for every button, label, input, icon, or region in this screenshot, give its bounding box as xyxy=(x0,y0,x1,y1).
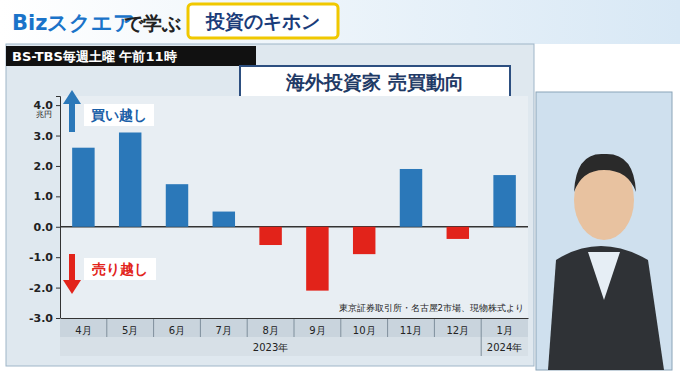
y-tick-label: -2.0 xyxy=(29,282,53,295)
bar xyxy=(72,148,94,227)
buy-arrow-shaft xyxy=(69,102,75,132)
y-axis-title: 兆円 xyxy=(36,110,52,119)
y-tick-label: -3.0 xyxy=(29,312,53,325)
annotation: 買い越し xyxy=(90,107,147,123)
y-tick: -3.0 xyxy=(29,312,60,325)
bars xyxy=(72,132,516,290)
x-tick: 12月 xyxy=(446,318,469,336)
category-separator xyxy=(481,318,482,337)
bar xyxy=(353,227,375,254)
category-separator xyxy=(434,318,435,337)
schedule-text: BS-TBS毎週土曜 午前11時 xyxy=(12,49,177,64)
chart-root: Bizスクエアで学ぶ 投資のキホン BS-TBS毎週土曜 午前11時海外投資家 売買… xyxy=(0,0,680,382)
y-tick-mark xyxy=(56,105,60,106)
group-separator xyxy=(481,337,482,356)
x-tick: 8月 xyxy=(262,318,278,336)
y-tick: 3.0 xyxy=(34,130,61,143)
x-tick: 6月 xyxy=(169,318,185,336)
bar xyxy=(400,169,422,227)
bar xyxy=(259,227,281,245)
y-tick-mark xyxy=(56,196,60,197)
y-tick-label: -1.0 xyxy=(29,251,53,264)
bar xyxy=(306,227,328,291)
group-label: 2024年 xyxy=(487,342,522,353)
presenter-frame xyxy=(536,92,672,370)
source-note: 東京証券取引所・名古屋2市場、現物株式より xyxy=(339,303,524,313)
category-separator xyxy=(340,318,341,337)
category-separator xyxy=(200,318,201,337)
y-tick: 1.0 xyxy=(34,190,61,203)
y-tick: -1.0 xyxy=(29,251,60,264)
bar xyxy=(119,132,141,226)
group-label: 2023年 xyxy=(253,342,288,353)
bar xyxy=(447,227,469,239)
x-tick: 9月 xyxy=(309,318,325,336)
annotation: 売り越し xyxy=(92,261,148,277)
sell-arrow-head xyxy=(63,280,81,294)
category-strip xyxy=(60,318,528,337)
chart-title: 海外投資家 売買動向 xyxy=(285,71,464,93)
y-tick-mark xyxy=(56,318,60,319)
x-tick: 10月 xyxy=(353,318,376,336)
y-tick-mark xyxy=(56,257,60,258)
y-tick: -2.0 xyxy=(29,282,60,295)
category-separator xyxy=(387,318,388,337)
x-tick: 4月 xyxy=(75,318,91,336)
bar xyxy=(166,184,188,227)
buy-label-box xyxy=(84,104,154,126)
header-tagline: で学ぶ xyxy=(124,12,181,34)
y-tick-mark xyxy=(56,227,60,228)
sell-label-box xyxy=(84,258,156,280)
category-separator xyxy=(153,318,154,337)
y-tick: 0.0 xyxy=(34,221,61,234)
x-tick-label: 1月 xyxy=(496,325,512,336)
topic-box xyxy=(188,4,338,38)
x-axis: 4月 5月 6月 7月 8月 9月 10月 11月 12月 1月 xyxy=(61,318,529,336)
x-tick: 1月 xyxy=(496,318,512,336)
x-tick-label: 10月 xyxy=(353,325,376,336)
x-tick-label: 5月 xyxy=(122,325,138,336)
y-axis: 4.03.02.01.00.0-1.0-2.0-3.0 xyxy=(29,97,61,326)
y-tick-mark xyxy=(56,136,60,137)
y-tick-label: 1.0 xyxy=(34,190,54,203)
title-box xyxy=(240,66,510,98)
y-tick: 2.0 xyxy=(34,160,61,173)
header-band xyxy=(0,0,680,44)
y-tick-mark xyxy=(56,166,60,167)
plot-background xyxy=(60,96,528,318)
x-tick-label: 8月 xyxy=(262,325,278,336)
x-tick: 7月 xyxy=(216,318,232,336)
y-tick-label: 0.0 xyxy=(34,221,54,234)
x-tick: 5月 xyxy=(122,318,138,336)
schedule-box xyxy=(6,46,256,66)
presenter-hair xyxy=(574,154,636,192)
chart-svg: Bizスクエアで学ぶ 投資のキホン BS-TBS毎週土曜 午前11時海外投資家 売買… xyxy=(0,0,680,382)
bar xyxy=(213,212,235,227)
x-tick-label: 12月 xyxy=(446,325,469,336)
y-tick-mark xyxy=(56,288,60,289)
y-tick-label: 2.0 xyxy=(34,160,54,173)
category-separator xyxy=(294,318,295,337)
category-separator xyxy=(106,318,107,337)
category-separator xyxy=(247,318,248,337)
x-tick-label: 4月 xyxy=(75,325,91,336)
x-tick-label: 11月 xyxy=(400,325,423,336)
x-tick-label: 9月 xyxy=(309,325,325,336)
header-topic: 投資のキホン xyxy=(205,10,320,32)
presenter-shirt xyxy=(588,252,620,300)
group-strip xyxy=(60,337,528,356)
chart-panel xyxy=(6,44,534,366)
x-tick-label: 6月 xyxy=(169,325,185,336)
x-tick-label: 7月 xyxy=(216,325,232,336)
y-axis-line xyxy=(56,97,61,319)
sell-arrow-shaft xyxy=(69,254,75,282)
y-tick-label: 3.0 xyxy=(34,130,54,143)
presenter-suit xyxy=(548,246,664,370)
header-brand: Bizスクエア xyxy=(12,11,135,35)
buy-arrow-head xyxy=(63,90,81,104)
x-tick: 11月 xyxy=(400,318,423,336)
bar xyxy=(493,175,515,227)
x-axis-line xyxy=(61,318,529,319)
